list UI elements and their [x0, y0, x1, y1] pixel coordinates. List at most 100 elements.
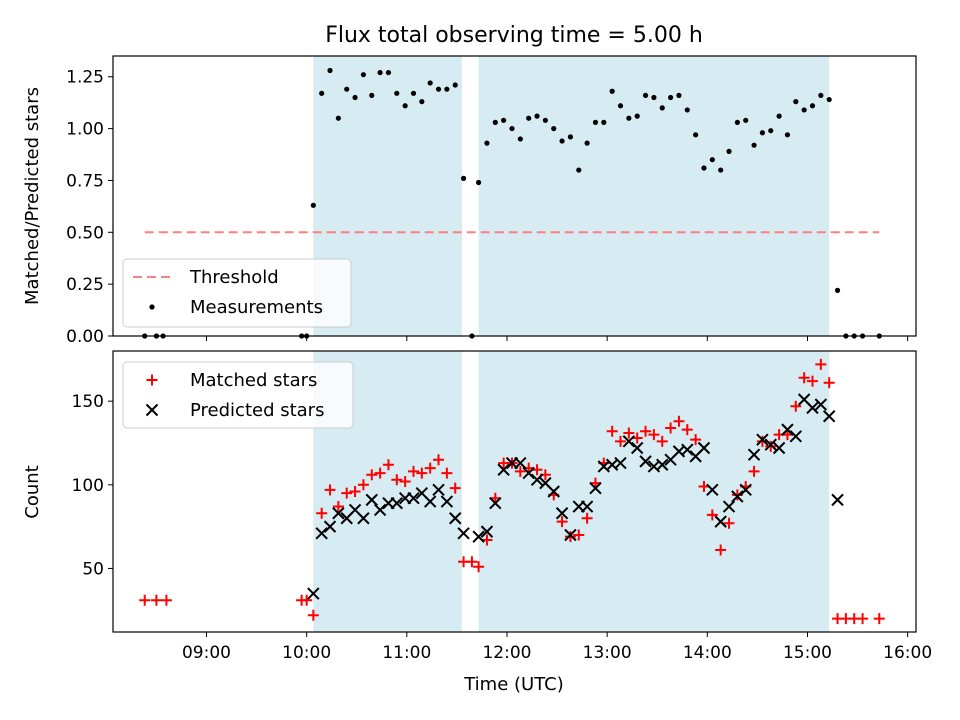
top-shaded-intervals — [313, 56, 830, 336]
predicted-star-marker — [781, 423, 794, 436]
matched-star-marker — [374, 467, 386, 479]
measurement-point — [559, 138, 565, 144]
x-tick-label: 16:00 — [883, 643, 932, 663]
measurement-point — [360, 72, 367, 78]
predicted-star-marker — [822, 410, 836, 423]
predicted-star-marker — [472, 530, 485, 543]
y-tick-label: 50 — [82, 559, 104, 579]
matched-star-marker — [301, 594, 313, 606]
matched-star-marker — [665, 422, 677, 434]
matched-star-marker — [449, 482, 461, 494]
matched-star-marker — [765, 440, 777, 452]
measurement-point — [452, 82, 458, 88]
measurement-point — [718, 167, 724, 173]
predicted-star-marker — [656, 458, 669, 471]
measurement-point — [584, 140, 590, 146]
measurement-point — [435, 86, 442, 92]
top-legend: Threshold Measurements — [122, 258, 352, 328]
measurement-point — [726, 148, 732, 155]
matched-star-marker — [706, 509, 718, 521]
predicted-star-marker — [497, 463, 510, 476]
y-tick-label: 150 — [72, 392, 104, 412]
bottom-panel: 50 100 150 09:00 10:00 11:00 12:00 13:00 14:00 1… — [22, 350, 932, 695]
predicted-star-marker — [706, 483, 719, 497]
legend-predicted-swatch — [145, 403, 159, 417]
matched-star-marker — [416, 467, 428, 479]
measurement-point — [542, 117, 548, 123]
chart-title: Flux total observing time = 5.00 h — [325, 23, 703, 48]
y-tick-label: 0.75 — [66, 171, 104, 191]
predicted-star-marker — [449, 512, 462, 525]
matched-star-marker — [473, 561, 485, 573]
matched-star-marker — [748, 465, 760, 477]
legend-label: Measurements — [190, 297, 323, 318]
predicted-star-marker — [630, 441, 644, 455]
measurement-point — [310, 202, 316, 208]
matched-star-marker — [857, 613, 869, 625]
measurement-point — [818, 92, 824, 99]
top-plot-frame — [112, 55, 917, 337]
predicted-star-marker — [622, 435, 636, 448]
measurement-point — [793, 99, 799, 105]
predicted-star-marker — [373, 503, 387, 517]
measurement-point — [684, 107, 690, 113]
measurement-point — [801, 107, 807, 113]
matched-star-marker — [332, 501, 344, 513]
measurement-point — [551, 125, 557, 132]
predicted-star-marker — [457, 527, 470, 540]
top-x-axis — [205, 336, 909, 341]
y-tick-label: 0.50 — [66, 223, 104, 243]
matched-star-marker — [823, 377, 835, 389]
predicted-star-marker — [722, 500, 736, 513]
measurement-point — [693, 132, 699, 138]
predicted-star-marker — [530, 473, 544, 486]
predicted-star-marker — [681, 443, 694, 456]
y-tick-label: 100 — [72, 476, 104, 496]
measurement-point — [460, 175, 467, 181]
measurement-point — [676, 92, 682, 99]
measurement-point — [642, 92, 649, 99]
predicted-star-marker — [639, 455, 652, 468]
matched-star-marker — [815, 358, 827, 370]
measurement-point — [419, 99, 425, 105]
matched-star-marker — [391, 474, 403, 486]
bottom-series — [139, 358, 885, 625]
legend-box — [122, 361, 354, 429]
predicted-star-marker — [555, 507, 569, 520]
x-tick-label: 11:00 — [382, 643, 431, 663]
matched-star-marker — [690, 434, 702, 446]
measurement-point — [385, 69, 392, 76]
measurement-point — [651, 94, 657, 101]
measurement-point — [476, 179, 482, 186]
measurement-point — [759, 130, 766, 136]
matched-star-marker — [573, 529, 585, 541]
predicted-star-marker — [697, 441, 711, 455]
measurement-point — [659, 105, 665, 111]
measurement-point — [601, 119, 607, 125]
measurement-point — [701, 165, 707, 171]
top-y-axis: 0.00 0.25 0.50 0.75 1.00 1.25 — [66, 68, 113, 347]
predicted-star-marker — [756, 433, 769, 446]
matched-star-marker — [715, 544, 727, 556]
legend-matched-swatch — [146, 374, 158, 386]
measurement-point — [410, 90, 417, 96]
predicted-star-marker — [489, 497, 502, 510]
predicted-star-marker — [806, 401, 819, 415]
x-axis-label: Time (UTC) — [463, 674, 564, 695]
measurement-point — [626, 115, 632, 121]
bottom-y-axis: 50 100 150 — [72, 392, 113, 579]
matched-star-marker — [466, 556, 478, 568]
matched-star-marker — [806, 375, 818, 387]
x-tick-label: 15:00 — [783, 643, 832, 663]
predicted-star-marker — [614, 456, 627, 470]
measurement-point — [484, 140, 490, 146]
measurement-point — [743, 117, 749, 123]
measurement-point — [609, 88, 615, 94]
legend-box — [122, 258, 352, 328]
matched-star-marker — [556, 516, 568, 528]
matched-star-marker — [316, 507, 328, 519]
x-tick-label: 10:00 — [282, 643, 331, 663]
legend-label: Predicted stars — [190, 400, 324, 421]
matched-star-marker — [160, 594, 172, 606]
matched-star-marker — [673, 415, 685, 427]
